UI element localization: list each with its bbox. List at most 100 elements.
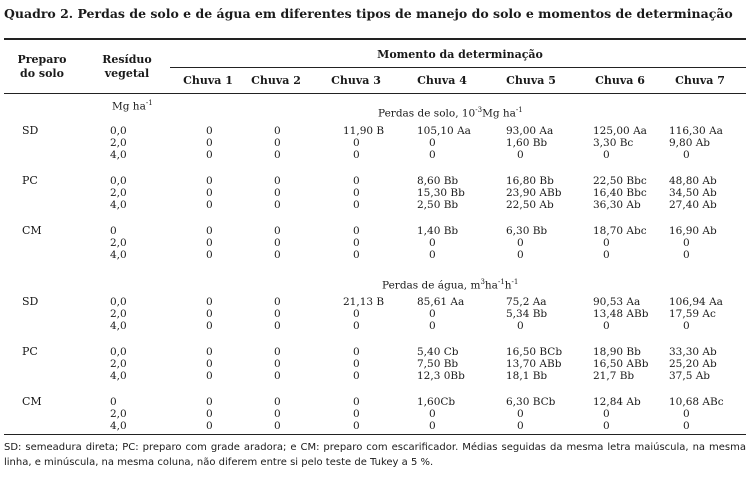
agua-cell-chuva-1: 0 — [206, 420, 213, 432]
agua-cell-chuva-2: 0 — [274, 320, 281, 332]
solo-cell-chuva-3: 0 — [353, 237, 360, 249]
solo-preparo-label: CM — [22, 224, 42, 237]
unit-agua-sup2: -1 — [497, 278, 505, 286]
unit-solo-mid: Mg ha — [482, 107, 516, 120]
agua-cell-chuva-3: 0 — [353, 420, 360, 432]
unit-solo-text: Perdas de solo, 10 — [378, 107, 476, 120]
solo-cell-chuva-3: 0 — [353, 137, 360, 149]
solo-cell-chuva-1: 0 — [206, 125, 213, 137]
solo-cell-chuva-5: 1,60 Bb — [506, 137, 548, 149]
solo-cell-chuva-5: 6,30 Bb — [506, 225, 548, 237]
agua-cell-chuva-4: 85,61 Aa — [417, 296, 465, 308]
header-rule — [4, 93, 746, 94]
solo-cell-chuva-4: 0 — [429, 149, 436, 161]
solo-cell-chuva-2: 0 — [274, 199, 281, 211]
solo-cell-chuva-1: 0 — [206, 225, 213, 237]
agua-cell-chuva-5: 6,30 BCb — [506, 396, 556, 408]
solo-cell-chuva-5: 22,50 Ab — [506, 199, 554, 211]
solo-cell-chuva-5: 93,00 Aa — [506, 125, 554, 137]
solo-cell-chuva-5: 0 — [517, 237, 524, 249]
agua-cell-chuva-1: 0 — [206, 346, 213, 358]
agua-preparo-label: PC — [22, 345, 38, 358]
agua-cell-chuva-1: 0 — [206, 370, 213, 382]
solo-cell-chuva-4: 8,60 Bb — [417, 175, 459, 187]
solo-residuo-value: 2,0 — [110, 137, 127, 149]
agua-cell-chuva-3: 21,13 B — [343, 296, 385, 308]
agua-residuo-value: 4,0 — [110, 420, 127, 432]
agua-cell-chuva-3: 0 — [353, 308, 360, 320]
header-residuo-line2: vegetal — [104, 67, 150, 80]
header-preparo: Preparo do solo — [12, 53, 72, 81]
agua-cell-chuva-6: 0 — [603, 320, 610, 332]
agua-cell-chuva-3: 0 — [353, 358, 360, 370]
solo-cell-chuva-4: 1,40 Bb — [417, 225, 459, 237]
header-chuva-4: Chuva 4 — [417, 74, 467, 87]
agua-cell-chuva-3: 0 — [353, 320, 360, 332]
solo-residuo-value: 0 — [110, 225, 117, 237]
agua-residuo-value: 0 — [110, 396, 117, 408]
header-chuva-1: Chuva 1 — [183, 74, 233, 87]
agua-cell-chuva-7: 0 — [683, 420, 690, 432]
solo-cell-chuva-5: 23,90 ABb — [506, 187, 562, 199]
solo-cell-chuva-2: 0 — [274, 237, 281, 249]
agua-cell-chuva-1: 0 — [206, 408, 213, 420]
agua-cell-chuva-1: 0 — [206, 308, 213, 320]
solo-cell-chuva-6: 125,00 Aa — [593, 125, 647, 137]
agua-cell-chuva-3: 0 — [353, 370, 360, 382]
agua-cell-chuva-6: 16,50 ABb — [593, 358, 649, 370]
agua-cell-chuva-7: 0 — [683, 320, 690, 332]
header-chuva-3: Chuva 3 — [331, 74, 381, 87]
unit-agua-text: Perdas de água, m — [382, 279, 481, 292]
agua-cell-chuva-6: 18,90 Bb — [593, 346, 641, 358]
header-residuo: Resíduo vegetal — [92, 53, 162, 81]
agua-preparo-label: CM — [22, 395, 42, 408]
solo-cell-chuva-7: 27,40 Ab — [669, 199, 717, 211]
agua-cell-chuva-6: 90,53 Aa — [593, 296, 641, 308]
unit-agua-mid2: h — [504, 279, 512, 292]
agua-residuo-value: 0,0 — [110, 296, 127, 308]
solo-cell-chuva-3: 0 — [353, 149, 360, 161]
solo-cell-chuva-1: 0 — [206, 249, 213, 261]
agua-cell-chuva-6: 13,48 ABb — [593, 308, 649, 320]
solo-cell-chuva-7: 0 — [683, 237, 690, 249]
unit-agua-sup1: 3 — [480, 278, 485, 286]
solo-cell-chuva-1: 0 — [206, 175, 213, 187]
header-residuo-line1: Resíduo — [102, 53, 152, 66]
unit-residuo: Mg ha-1 — [112, 99, 153, 113]
solo-cell-chuva-6: 0 — [603, 249, 610, 261]
solo-cell-chuva-4: 2,50 Bb — [417, 199, 459, 211]
solo-cell-chuva-2: 0 — [274, 225, 281, 237]
agua-cell-chuva-7: 17,59 Ac — [669, 308, 716, 320]
solo-cell-chuva-1: 0 — [206, 237, 213, 249]
agua-cell-chuva-5: 5,34 Bb — [506, 308, 548, 320]
top-rule — [4, 38, 746, 40]
unit-agua-mid1: ha — [484, 279, 498, 292]
header-chuva-6: Chuva 6 — [595, 74, 645, 87]
agua-cell-chuva-4: 12,3 0Bb — [417, 370, 465, 382]
solo-preparo-label: PC — [22, 174, 38, 187]
solo-cell-chuva-2: 0 — [274, 125, 281, 137]
agua-cell-chuva-7: 106,94 Aa — [669, 296, 723, 308]
agua-cell-chuva-2: 0 — [274, 308, 281, 320]
agua-cell-chuva-2: 0 — [274, 396, 281, 408]
solo-cell-chuva-1: 0 — [206, 149, 213, 161]
agua-preparo-label: SD — [22, 295, 39, 308]
table-title: Quadro 2. Perdas de solo e de água em di… — [4, 6, 733, 21]
solo-cell-chuva-6: 0 — [603, 149, 610, 161]
agua-residuo-value: 0,0 — [110, 346, 127, 358]
solo-cell-chuva-6: 3,30 Bc — [593, 137, 634, 149]
solo-cell-chuva-4: 0 — [429, 249, 436, 261]
solo-cell-chuva-5: 0 — [517, 249, 524, 261]
agua-cell-chuva-1: 0 — [206, 296, 213, 308]
unit-solo-sup2: -1 — [515, 106, 523, 114]
solo-cell-chuva-2: 0 — [274, 137, 281, 149]
solo-cell-chuva-2: 0 — [274, 149, 281, 161]
solo-residuo-value: 4,0 — [110, 149, 127, 161]
agua-cell-chuva-4: 0 — [429, 308, 436, 320]
solo-cell-chuva-2: 0 — [274, 175, 281, 187]
solo-residuo-value: 2,0 — [110, 237, 127, 249]
solo-cell-chuva-5: 0 — [517, 149, 524, 161]
agua-cell-chuva-1: 0 — [206, 396, 213, 408]
header-chuva-7: Chuva 7 — [675, 74, 725, 87]
agua-cell-chuva-5: 0 — [517, 320, 524, 332]
